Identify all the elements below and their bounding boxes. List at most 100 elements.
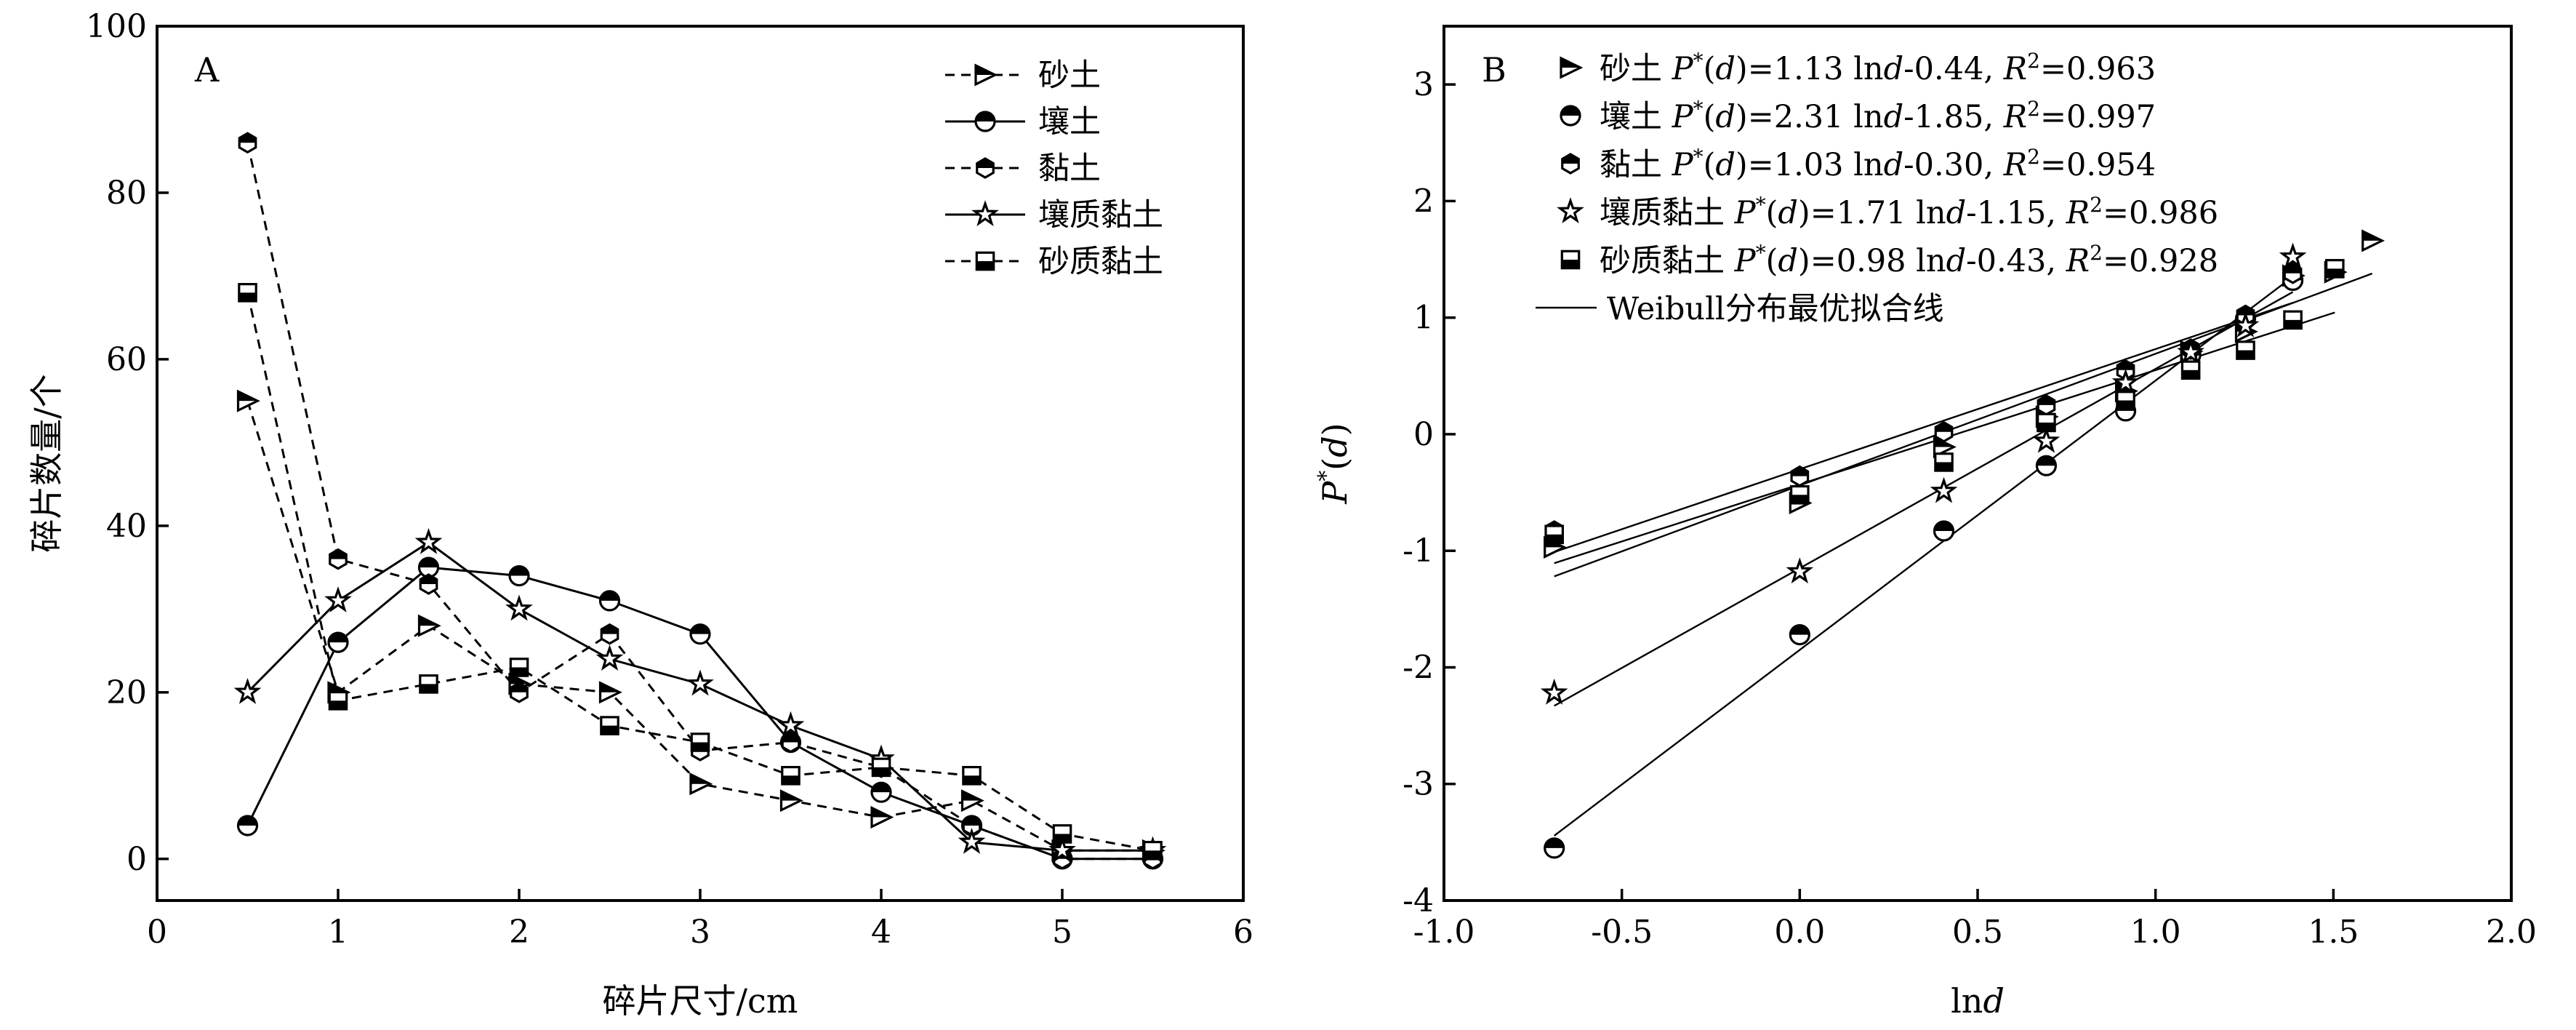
- panel-a-point-s1: [598, 681, 622, 704]
- panel-a-point-s5: [1052, 824, 1072, 844]
- panel-b-legend-marker: [1560, 105, 1581, 127]
- panel-b-x-tick-label: 1.0: [2130, 914, 2181, 951]
- panel-b-legend-label: 砂土 P*(d)=1.13 lnd-0.44, R2=0.963: [1600, 49, 2156, 87]
- panel-a-y-tick-label: 40: [106, 508, 147, 545]
- panel-a-point-s5: [238, 283, 257, 303]
- panel-a-point-s3: [510, 681, 529, 703]
- panel-a-legend-label: 壤质黏土: [1038, 197, 1163, 233]
- panel-a-point-s5: [1143, 841, 1163, 861]
- panel-a-point-s5: [871, 757, 891, 778]
- panel-b-point-s3: [1934, 420, 1954, 443]
- panel-a-point-s5: [781, 765, 801, 786]
- panel-a-y-tick-label: 100: [86, 8, 147, 45]
- panel-a-point-s2: [689, 623, 711, 645]
- panel-a-point-s2: [870, 781, 892, 803]
- panel-b-legend-marker: [1561, 153, 1580, 175]
- panel-b-point-s5: [1544, 524, 1564, 545]
- panel-a-point-s5: [690, 732, 710, 752]
- panel-a-point-s1: [236, 389, 260, 412]
- panel-b-y-tick-label: -1: [1403, 532, 1434, 570]
- panel-b-y-tick-label: -2: [1403, 649, 1434, 686]
- panel-a-x-tick-label: 6: [1233, 914, 1253, 951]
- panel-a-point-s4: [233, 677, 262, 704]
- panel-a-point-s4: [1048, 836, 1076, 863]
- panel-a-legend-marker: [976, 157, 995, 179]
- panel-b-point-s2: [2035, 455, 2058, 476]
- panel-a-x-tick-label: 1: [328, 914, 348, 951]
- panel-b-x-tick-label: 1.5: [2308, 914, 2359, 951]
- panel-b-legend-marker: [1557, 197, 1584, 224]
- panel-b-y-tick-label: -4: [1403, 882, 1434, 919]
- panel-b-point-s4: [2231, 311, 2260, 338]
- panel-b-point-s2: [1933, 520, 1955, 542]
- panel-b-point-s1: [2362, 229, 2385, 252]
- panel-b-point-s4: [1786, 557, 1814, 584]
- panel-b-x-tick-label: -0.5: [1591, 914, 1653, 951]
- panel-b-fit-line-2: [1553, 276, 2294, 837]
- panel-a-letter: A: [194, 50, 220, 89]
- panel-a-legend-marker: [971, 200, 999, 227]
- panel-a-legend-marker: [974, 111, 996, 132]
- panel-b-letter: B: [1482, 50, 1506, 89]
- panel-b-x-tick-label: -1.0: [1413, 914, 1475, 951]
- panel-b-point-s3: [1790, 465, 1810, 487]
- panel-a-x-tick-label: 3: [690, 914, 710, 951]
- panel-a-point-s4: [686, 669, 714, 696]
- panel-a-point-s1: [689, 772, 713, 796]
- panel-b-fit-line-3: [1554, 302, 2293, 554]
- panel-b-point-s4: [2032, 426, 2061, 453]
- panel-b-legend-label: 黏土 P*(d)=1.03 lnd-0.30, R2=0.954: [1600, 145, 2156, 183]
- panel-a-point-s5: [419, 674, 438, 694]
- panel-b-point-s2: [1544, 837, 1565, 859]
- panel-a-point-s3: [962, 815, 982, 837]
- panel-a-point-s5: [509, 658, 529, 677]
- panel-b-legend-fit-label: Weibull分布最优拟合线: [1607, 291, 1944, 327]
- panel-a-point-s3: [419, 573, 438, 595]
- panel-b-y-tick-label: 2: [1413, 183, 1434, 220]
- panel-b-point-s4: [1540, 678, 1568, 705]
- panel-a-legend-marker: [975, 251, 995, 271]
- panel-b-y-axis-title: P*(d): [1314, 423, 1355, 504]
- panel-a-point-s3: [329, 548, 348, 570]
- panel-a-x-tick-label: 4: [871, 914, 891, 951]
- panel-b-legend-marker: [1560, 249, 1581, 270]
- panel-b-legend-label: 壤土 P*(d)=2.31 lnd-1.85, R2=0.997: [1600, 97, 2156, 135]
- panel-b-legend-label: 壤质黏土 P*(d)=1.71 lnd-1.15, R2=0.986: [1600, 193, 2218, 231]
- panel-a-point-s4: [595, 644, 624, 671]
- panel-b-fit-line-4: [1554, 291, 2294, 707]
- panel-b-point-s4: [2279, 242, 2307, 269]
- panel-a-legend-label: 壤土: [1038, 104, 1101, 140]
- panel-a-y-tick-label: 80: [106, 175, 147, 212]
- panel-b-point-s2: [1789, 623, 1810, 646]
- panel-b-point-s5: [2324, 259, 2345, 279]
- panel-a-point-s5: [328, 690, 348, 711]
- panel-a-point-s1: [417, 614, 441, 637]
- panel-b-x-tick-label: 0.5: [1952, 914, 2003, 951]
- panel-a-x-tick-label: 0: [147, 914, 167, 951]
- panel-a-y-axis-title: 碎片数量/个: [27, 374, 66, 553]
- panel-b-points: [1540, 229, 2385, 859]
- panel-b-point-s5: [1790, 484, 1810, 505]
- panel-b-point-s3: [2037, 394, 2056, 416]
- panel-a-point-s4: [777, 711, 805, 738]
- panel-b-x-axis-title: lnd: [1951, 981, 2005, 1021]
- panel-b-point-s5: [2283, 310, 2303, 330]
- panel-a-point-s1: [779, 789, 803, 813]
- panel-a-point-s1: [870, 805, 894, 829]
- panel-b-point-s5: [2180, 360, 2201, 380]
- panel-a-series-line-2: [246, 566, 1153, 861]
- panel-a-x-axis-title: 碎片尺寸/cm: [603, 981, 798, 1021]
- panel-b-y-tick-label: 1: [1413, 300, 1434, 337]
- panel-a-point-s5: [600, 716, 619, 735]
- panel-a-point-s4: [414, 527, 443, 554]
- panel-a-point-s5: [962, 765, 982, 786]
- panel-b-point-s4: [2111, 368, 2140, 395]
- panel-b-point-s5: [1934, 452, 1954, 472]
- panel-a-y-tick-label: 60: [106, 341, 147, 378]
- panel-b-point-s4: [1930, 476, 1958, 503]
- panel-a-point-s4: [324, 586, 352, 612]
- panel-a-point-s2: [327, 631, 349, 653]
